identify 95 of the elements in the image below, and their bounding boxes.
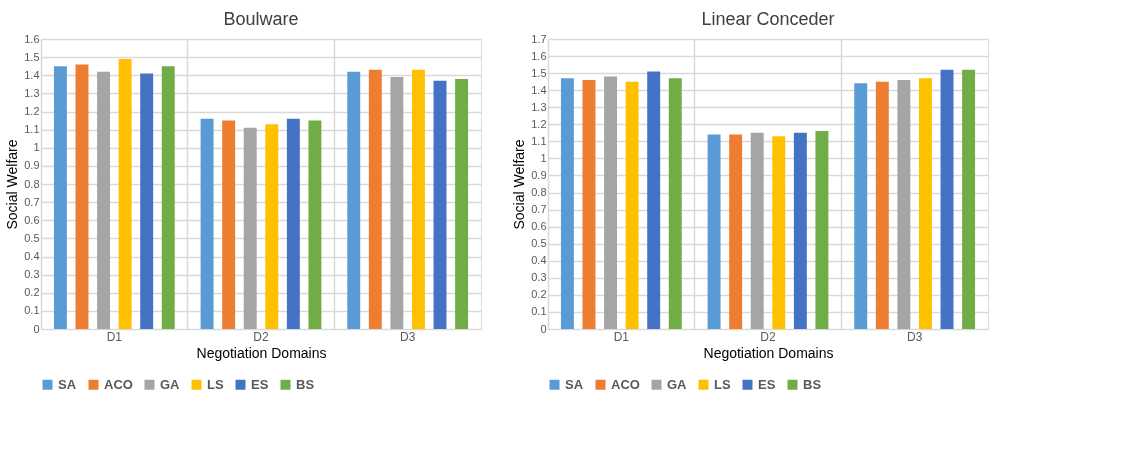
y-tick-label: 0 (33, 322, 40, 335)
y-tick-label: 0.6 (531, 220, 547, 233)
y-axis-title: Social Welfare (511, 139, 528, 230)
bar (265, 124, 279, 329)
chart-title: Boulware (223, 9, 299, 29)
legend-label: GA (160, 376, 181, 392)
y-tick-label: 0.3 (531, 271, 547, 284)
x-tick-label: D2 (253, 329, 269, 344)
bar (854, 83, 868, 329)
bar (707, 134, 721, 329)
bar (161, 66, 175, 329)
bar (582, 79, 596, 329)
bar (729, 134, 743, 329)
legend-label: LS (207, 376, 224, 392)
y-tick-label: 1.1 (24, 123, 40, 136)
legend-label: ACO (611, 376, 640, 392)
bar (560, 78, 574, 329)
y-tick-label: 0.5 (24, 231, 40, 244)
x-tick-label: D2 (760, 329, 776, 344)
y-tick-label: 0.4 (531, 254, 547, 267)
bar (222, 120, 236, 329)
x-tick-label: D1 (106, 329, 123, 344)
y-tick-label: 0.9 (531, 168, 547, 181)
bar (75, 64, 89, 329)
chart-title: Linear Conceder (701, 9, 835, 29)
y-tick-label: 0.2 (531, 288, 547, 301)
x-tick-label: D3 (906, 329, 923, 344)
y-tick-label: 0.1 (24, 304, 40, 317)
bar (140, 73, 154, 329)
y-tick-label: 0 (540, 322, 547, 335)
bar (286, 118, 300, 329)
bar (668, 78, 682, 329)
y-tick-label: 1.4 (24, 68, 40, 81)
legend-label: SA (58, 376, 77, 392)
bar (200, 118, 214, 329)
bar (647, 71, 661, 329)
bar (772, 136, 786, 329)
y-tick-label: 1.4 (531, 83, 547, 96)
y-tick-label: 1.2 (531, 117, 547, 130)
bar (390, 77, 404, 329)
bar (368, 69, 382, 329)
y-tick-label: 0.4 (24, 250, 40, 262)
bar (604, 76, 618, 329)
bar (347, 71, 361, 329)
y-tick-label: 1.5 (531, 66, 547, 79)
legend-label: LS (714, 376, 731, 392)
bar (897, 79, 911, 329)
x-axis-title: Negotiation Domains (703, 344, 834, 361)
legend-label: ACO (104, 376, 133, 392)
y-tick-label: 1.7 (531, 32, 547, 45)
y-tick-label: 0.5 (531, 237, 547, 250)
y-axis-title: Social Welfare (4, 139, 21, 230)
y-tick-label: 0.7 (531, 203, 547, 216)
bar (308, 120, 322, 329)
x-tick-label: D1 (613, 329, 630, 344)
y-tick-label: 1.3 (531, 100, 547, 113)
bar (625, 81, 639, 329)
y-tick-label: 0.8 (531, 186, 547, 199)
y-tick-label: 1.6 (24, 32, 40, 45)
y-tick-label: 0.2 (24, 286, 40, 299)
bar (411, 69, 425, 329)
x-axis-title: Negotiation Domains (196, 344, 327, 361)
legend-label: BS (803, 376, 822, 392)
bar (433, 80, 447, 329)
y-tick-label: 1.5 (24, 50, 40, 63)
bar (53, 66, 67, 329)
y-tick-label: 1 (540, 151, 547, 164)
y-tick-label: 1.6 (531, 49, 547, 62)
y-tick-label: 1.2 (24, 105, 40, 117)
bar (793, 132, 807, 329)
legend-label: BS (296, 376, 315, 392)
legend-label: SA (565, 376, 584, 392)
bar (815, 131, 829, 329)
legend-label: ES (251, 376, 269, 392)
bar (243, 127, 257, 329)
bar (918, 78, 932, 329)
bar (97, 71, 111, 329)
y-tick-label: 1.3 (24, 86, 40, 99)
y-tick-label: 1 (33, 141, 40, 154)
legend-label: GA (667, 376, 688, 392)
y-tick-label: 0.7 (24, 195, 40, 208)
x-tick-label: D3 (399, 329, 416, 344)
legend-label: ES (758, 376, 776, 392)
y-tick-label: 0.9 (24, 159, 40, 172)
y-tick-label: 0.6 (24, 213, 40, 226)
bar (962, 69, 976, 329)
y-tick-label: 0.3 (24, 268, 40, 281)
y-tick-label: 0.1 (531, 305, 547, 318)
y-tick-label: 1.1 (531, 134, 547, 147)
bar (455, 78, 469, 329)
bar (118, 58, 132, 329)
y-tick-label: 0.8 (24, 177, 40, 190)
bar (875, 81, 889, 329)
bar (750, 132, 764, 329)
bar (940, 69, 954, 329)
